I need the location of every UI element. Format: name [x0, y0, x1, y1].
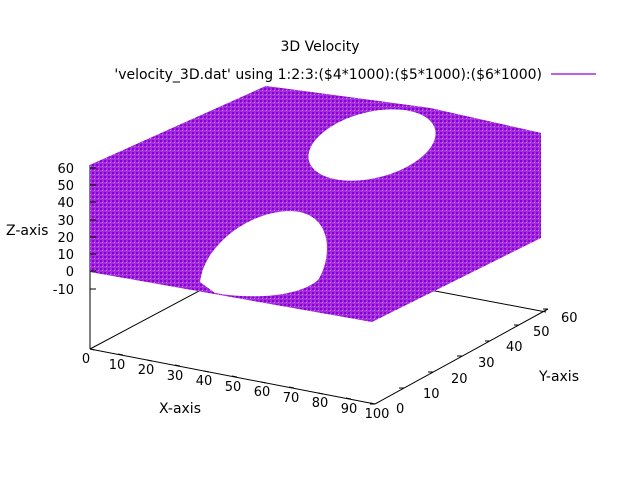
y-axis-ticks — [370, 308, 548, 405]
x-tick-mark — [317, 392, 324, 395]
x-tick-mark — [174, 364, 181, 367]
x-tick-label: 70 — [283, 391, 300, 406]
x-tick-label: 60 — [254, 385, 271, 400]
z-tick-label: 10 — [57, 248, 74, 263]
x-tick-labels: 0 10 20 30 40 50 60 70 80 90 100 — [82, 352, 390, 422]
x-tick-label: 80 — [312, 396, 329, 411]
top-hole — [308, 109, 436, 181]
y-tick-label: 60 — [561, 311, 578, 326]
x-tick-mark — [117, 353, 124, 356]
z-tick-label: -10 — [53, 283, 74, 298]
x-tick-mark — [146, 359, 153, 362]
z-tick-label: 0 — [66, 265, 74, 280]
z-tick-label: 50 — [57, 179, 74, 194]
x-tick-mark — [288, 386, 295, 389]
y-tick-labels: 0 10 20 30 40 50 60 — [396, 311, 578, 417]
z-tick-label: 20 — [57, 231, 74, 246]
y-tick-label: 30 — [478, 356, 495, 371]
x-tick-mark — [345, 397, 352, 400]
x-tick-label: 10 — [109, 358, 126, 373]
z-axis-label: Z-axis — [6, 223, 48, 239]
x-tick-label: 50 — [225, 380, 242, 395]
x-tick-label: 40 — [196, 374, 213, 389]
z-tick-label: 40 — [57, 196, 74, 211]
z-axis-ticks — [90, 167, 96, 290]
x-tick-mark — [89, 348, 96, 351]
legend-entry-label: 'velocity_3D.dat' using 1:2:3:($4*1000):… — [114, 67, 542, 83]
z-tick-label: 60 — [57, 162, 74, 177]
z-tick-labels: 60 50 40 30 20 10 0 -10 — [53, 162, 74, 298]
y-tick-label: 40 — [506, 340, 523, 355]
y-tick-label: 50 — [533, 325, 550, 340]
x-tick-label: 0 — [82, 352, 90, 367]
y-axis-label: Y-axis — [538, 369, 579, 385]
y-tick-label: 10 — [423, 387, 440, 402]
x-tick-mark — [203, 370, 210, 373]
chart-title: 3D Velocity — [280, 39, 359, 55]
y-tick-label: 20 — [451, 372, 468, 387]
box-right-face — [372, 108, 541, 322]
bottom-hole — [200, 211, 327, 297]
x-tick-mark — [260, 381, 267, 384]
velocity-vectors — [90, 86, 541, 322]
y-tick-label: 0 — [396, 402, 404, 417]
x-tick-label: 90 — [341, 402, 358, 417]
x-tick-label: 30 — [167, 369, 184, 384]
x-tick-label: 100 — [365, 407, 390, 422]
x-axis-label: X-axis — [159, 401, 201, 417]
z-tick-label: 30 — [57, 214, 74, 229]
x-tick-mark — [231, 375, 238, 378]
x-tick-label: 20 — [138, 363, 155, 378]
